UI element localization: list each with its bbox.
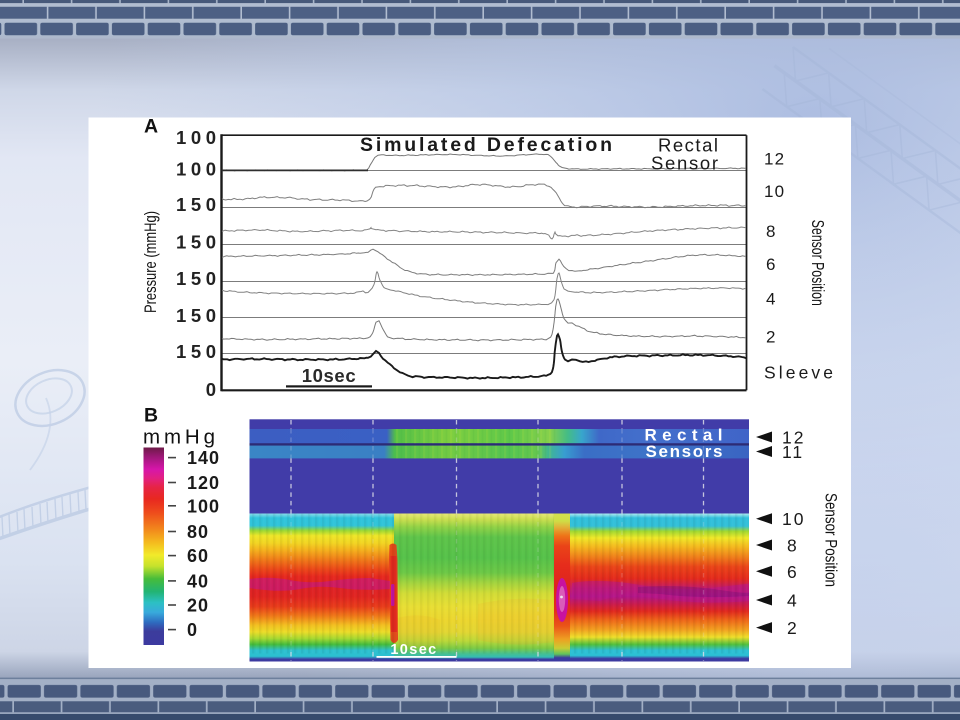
svg-text:mmHg: mmHg xyxy=(143,426,215,449)
svg-text:6: 6 xyxy=(787,562,799,582)
svg-text:0: 0 xyxy=(206,379,216,400)
svg-text:2: 2 xyxy=(787,618,799,638)
svg-text:A: A xyxy=(144,116,158,138)
svg-text:100: 100 xyxy=(176,159,216,180)
svg-text:6: 6 xyxy=(766,255,777,274)
svg-text:10sec: 10sec xyxy=(302,365,356,386)
svg-text:120: 120 xyxy=(187,473,220,493)
svg-text:Sensor: Sensor xyxy=(651,153,718,174)
svg-text:80: 80 xyxy=(187,522,209,542)
svg-text:Sensor Position: Sensor Position xyxy=(822,493,841,587)
svg-text:10: 10 xyxy=(782,509,805,529)
svg-text:Pressure (mmHg): Pressure (mmHg) xyxy=(141,211,160,313)
svg-text:2: 2 xyxy=(766,328,777,347)
svg-text:150: 150 xyxy=(176,268,216,289)
svg-text:Rectal: Rectal xyxy=(645,426,723,445)
svg-text:8: 8 xyxy=(766,222,777,241)
svg-text:150: 150 xyxy=(176,194,216,215)
svg-text:Sensor Position: Sensor Position xyxy=(808,220,828,306)
svg-text:12: 12 xyxy=(782,428,805,448)
svg-text:140: 140 xyxy=(187,448,220,468)
svg-text:100: 100 xyxy=(187,496,220,516)
svg-text:Rectal: Rectal xyxy=(658,135,718,156)
svg-text:10: 10 xyxy=(764,182,785,201)
svg-text:150: 150 xyxy=(176,305,216,326)
svg-text:4: 4 xyxy=(766,289,777,308)
svg-text:Sleeve: Sleeve xyxy=(764,363,833,383)
svg-text:150: 150 xyxy=(176,232,216,253)
svg-text:Simulated Defecation: Simulated Defecation xyxy=(360,134,612,156)
svg-text:11: 11 xyxy=(782,442,804,462)
svg-text:12: 12 xyxy=(764,150,785,169)
svg-text:100: 100 xyxy=(176,127,216,148)
svg-text:0: 0 xyxy=(187,620,198,640)
svg-text:10sec: 10sec xyxy=(390,642,437,658)
svg-text:4: 4 xyxy=(787,591,799,611)
svg-text:8: 8 xyxy=(787,536,799,556)
svg-text:B: B xyxy=(144,405,158,427)
svg-text:60: 60 xyxy=(187,546,209,566)
svg-text:40: 40 xyxy=(187,571,209,591)
svg-text:20: 20 xyxy=(187,596,209,616)
svg-text:150: 150 xyxy=(176,341,216,362)
